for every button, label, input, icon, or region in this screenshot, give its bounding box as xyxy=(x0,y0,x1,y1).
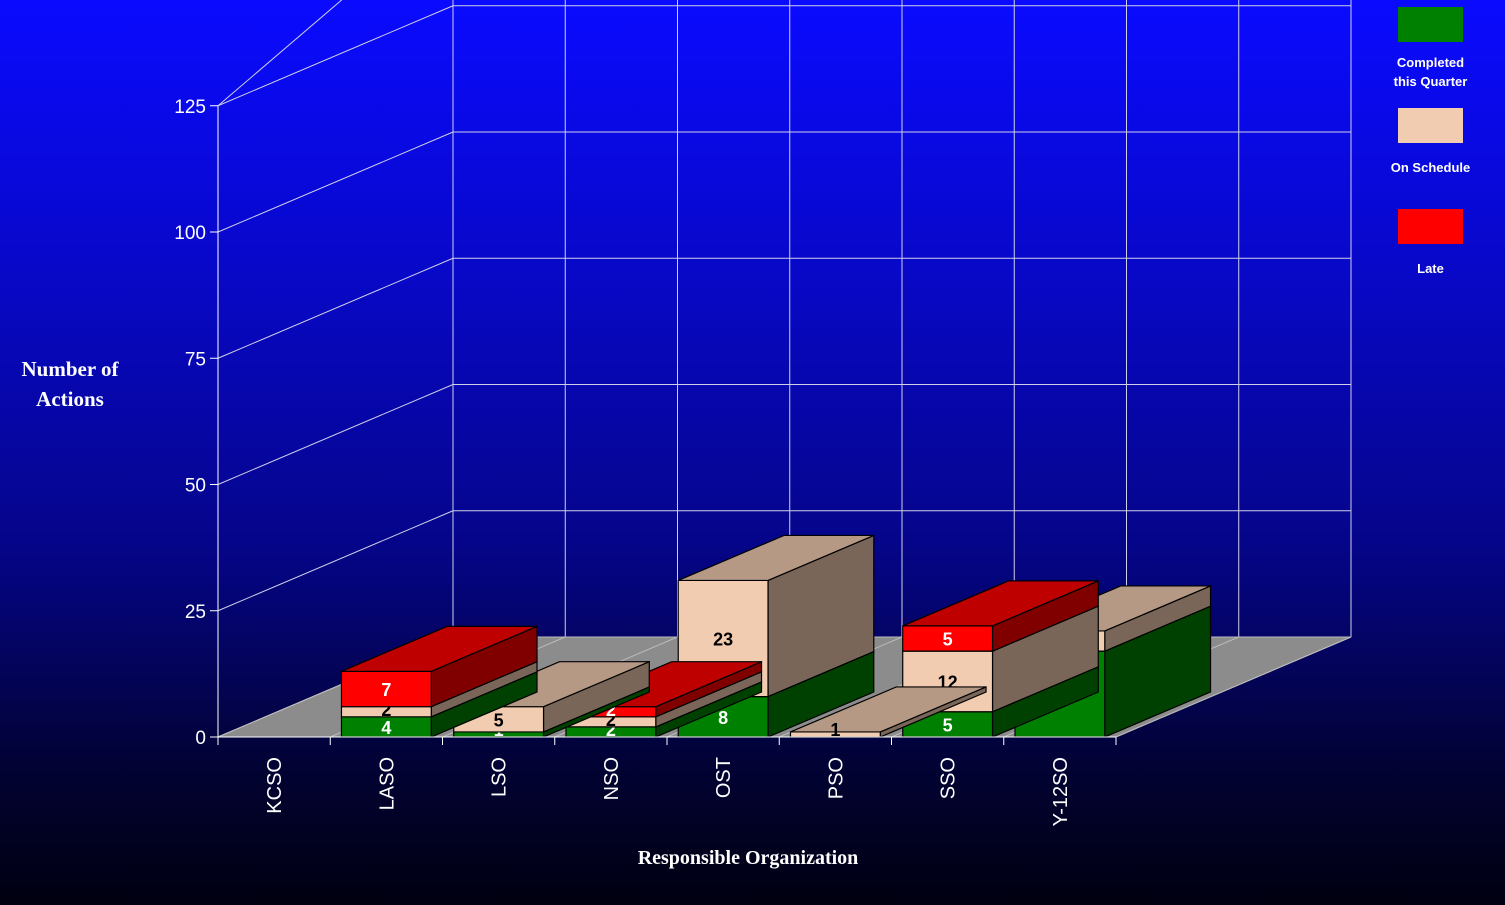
x-tick-label: SSO xyxy=(938,757,960,799)
bar-top xyxy=(341,625,538,672)
legend-label-line: On Schedule xyxy=(1391,160,1470,175)
x-tick-label: LASO xyxy=(376,757,398,810)
bar-top xyxy=(902,580,1099,627)
chart-bars: 1745125182322215427 xyxy=(340,534,1212,740)
y-tick-label: 100 xyxy=(174,223,206,244)
legend-swatch xyxy=(1398,209,1463,244)
bar-stack: 1 xyxy=(789,686,987,740)
y-axis-title: Number of Actions xyxy=(21,357,119,411)
legend-entry: Late xyxy=(1398,209,1463,276)
x-tick-label: Y-12SO xyxy=(1050,757,1072,826)
x-axis: KCSO LASO LSO NSO OST PSO SSO Y-12SO xyxy=(217,736,1117,826)
grid-side-line xyxy=(217,384,454,485)
legend-label-line: Late xyxy=(1417,261,1444,276)
legend-entry: On Schedule xyxy=(1391,108,1470,175)
legend: Completed this Quarter On Schedule Late xyxy=(1391,7,1470,276)
y-axis-title-line: Actions xyxy=(36,387,104,411)
grid-side-line xyxy=(217,510,454,612)
bar-stack: 222 xyxy=(565,660,763,740)
data-label: 5 xyxy=(943,715,953,735)
data-label: 23 xyxy=(713,630,733,650)
wall-top-edge xyxy=(217,0,343,107)
bar-top xyxy=(677,534,875,582)
x-tick-label: KCSO xyxy=(264,757,286,814)
data-label: 2 xyxy=(381,700,391,720)
y-tick-label: 0 xyxy=(195,728,206,749)
data-label: 4 xyxy=(381,718,391,738)
grid-side-line xyxy=(217,5,454,107)
data-label: 2 xyxy=(606,710,616,730)
x-tick-label: OST xyxy=(713,757,735,798)
data-label: 7 xyxy=(381,680,391,700)
grid-side-line xyxy=(217,131,454,233)
legend-label-line: this Quarter xyxy=(1394,74,1468,89)
legend-entry: Completed this Quarter xyxy=(1394,7,1468,89)
y-tick-label: 75 xyxy=(185,349,206,370)
grid-side-line xyxy=(217,257,454,359)
data-label: 5 xyxy=(943,630,953,650)
x-tick-label: NSO xyxy=(601,757,623,800)
x-tick-label: LSO xyxy=(489,757,511,797)
legend-swatch xyxy=(1398,108,1463,143)
data-label: 8 xyxy=(718,708,728,728)
bar-top xyxy=(790,686,987,733)
data-label: 2 xyxy=(606,720,616,740)
legend-label-line: Completed xyxy=(1397,55,1464,70)
y-axis-title-line: Number of xyxy=(21,357,119,381)
legend-label: Late xyxy=(1417,261,1444,276)
x-tick-label: PSO xyxy=(825,757,847,799)
y-tick-label: 125 xyxy=(174,97,206,118)
data-label: 2 xyxy=(606,700,616,720)
x-axis-title: Responsible Organization xyxy=(638,847,859,869)
y-tick-label: 50 xyxy=(185,476,206,497)
bar-stack: 427 xyxy=(340,625,538,738)
legend-label: Completed this Quarter xyxy=(1394,55,1468,89)
y-axis: 0 25 50 75 100 125 xyxy=(174,97,219,749)
legend-swatch xyxy=(1398,7,1463,42)
y-tick-label: 25 xyxy=(185,602,206,623)
data-label: 1 xyxy=(830,720,840,740)
legend-label: On Schedule xyxy=(1391,160,1470,175)
data-label: 5 xyxy=(494,710,504,730)
floor-depth-line xyxy=(1115,636,1352,738)
